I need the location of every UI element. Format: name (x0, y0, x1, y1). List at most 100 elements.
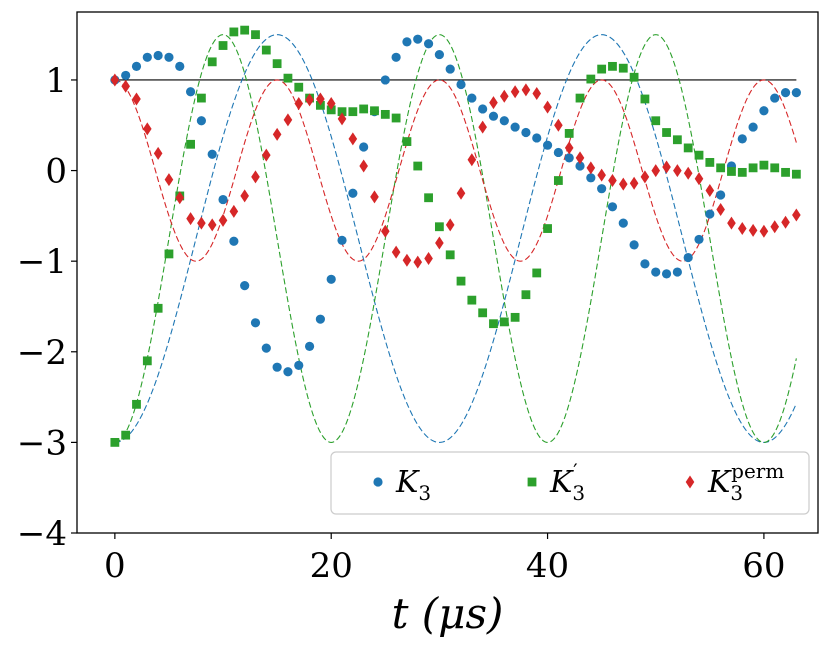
data-point (370, 106, 379, 116)
data-point (445, 218, 455, 232)
data-point (737, 167, 747, 177)
data-point (423, 39, 434, 49)
legend-label: K3perm (707, 459, 784, 505)
data-point (467, 93, 477, 103)
data-point (467, 295, 477, 305)
data-point (110, 437, 120, 447)
data-point (478, 308, 488, 318)
data-point (683, 252, 693, 263)
data-point (618, 177, 628, 191)
data-point (229, 27, 239, 37)
data-point (402, 253, 412, 267)
data-point (207, 57, 217, 67)
y-tick-label: −3 (17, 423, 67, 463)
data-point (435, 236, 444, 250)
data-point (553, 176, 563, 185)
series-k3perm (110, 73, 801, 269)
data-point (651, 267, 661, 277)
data-point (727, 167, 736, 176)
data-point (380, 109, 390, 119)
data-point (618, 63, 628, 73)
data-point (672, 267, 682, 277)
data-point (543, 100, 552, 114)
data-point (359, 142, 369, 152)
data-point (164, 173, 174, 187)
data-point (283, 73, 293, 83)
data-point (142, 52, 152, 62)
data-point (380, 75, 390, 85)
data-point (131, 61, 142, 71)
legend-label: K3′ (549, 459, 585, 505)
data-point (575, 93, 585, 103)
data-point (348, 188, 358, 198)
data-point (153, 146, 163, 160)
data-point (391, 52, 401, 62)
data-point (283, 367, 293, 377)
data-point (121, 79, 130, 93)
data-point (575, 161, 585, 171)
data-point (445, 64, 455, 74)
data-point (348, 107, 358, 117)
data-point (272, 362, 282, 372)
data-point (143, 122, 152, 136)
data-point (218, 41, 228, 50)
data-point (294, 97, 304, 111)
data-point (542, 140, 553, 150)
x-tick-label: 20 (310, 546, 353, 586)
fit-line-k3 (114, 34, 797, 443)
legend-item: K3perm (685, 459, 784, 505)
data-point (791, 169, 801, 179)
data-point (413, 34, 423, 44)
data-point (748, 163, 758, 173)
fit-line-k3perm (114, 79, 797, 262)
data-point (196, 116, 207, 126)
data-point (315, 314, 325, 324)
data-point (250, 318, 261, 328)
data-point (597, 184, 607, 194)
data-point (532, 87, 542, 101)
data-point (640, 259, 650, 269)
data-point (272, 127, 282, 141)
data-point (488, 111, 499, 121)
data-point (716, 203, 725, 217)
data-point (456, 186, 466, 200)
data-point (532, 268, 542, 278)
data-point (694, 172, 704, 186)
y-tick-label: 0 (45, 152, 67, 192)
data-point (272, 59, 282, 69)
x-tick-label: 40 (526, 546, 569, 586)
data-point (607, 202, 618, 212)
data-point (575, 151, 585, 165)
data-point (564, 141, 574, 155)
data-point (218, 213, 228, 227)
data-point (553, 147, 563, 158)
y-tick-label: −2 (17, 333, 67, 373)
data-point (304, 341, 315, 351)
data-point (618, 218, 628, 228)
data-point (521, 127, 531, 138)
data-point (694, 150, 704, 160)
data-point (262, 148, 271, 162)
data-point (391, 245, 401, 259)
legend-item: K3′ (527, 459, 585, 505)
data-point (197, 216, 206, 230)
data-point (510, 312, 520, 322)
data-point (185, 87, 196, 97)
data-point (748, 122, 758, 132)
data-point (121, 70, 131, 81)
data-point (207, 218, 217, 232)
series-k3 (110, 34, 801, 377)
data-point (110, 73, 120, 87)
data-point (564, 153, 574, 163)
data-point (780, 88, 791, 98)
data-point (283, 113, 293, 127)
x-axis-label: t (μs) (392, 589, 504, 638)
data-point (402, 137, 412, 146)
data-point (640, 94, 650, 104)
data-point (305, 93, 314, 107)
data-point (705, 209, 715, 219)
data-point (478, 120, 487, 134)
data-point (532, 133, 542, 143)
data-point (705, 183, 715, 197)
data-point (261, 45, 271, 55)
